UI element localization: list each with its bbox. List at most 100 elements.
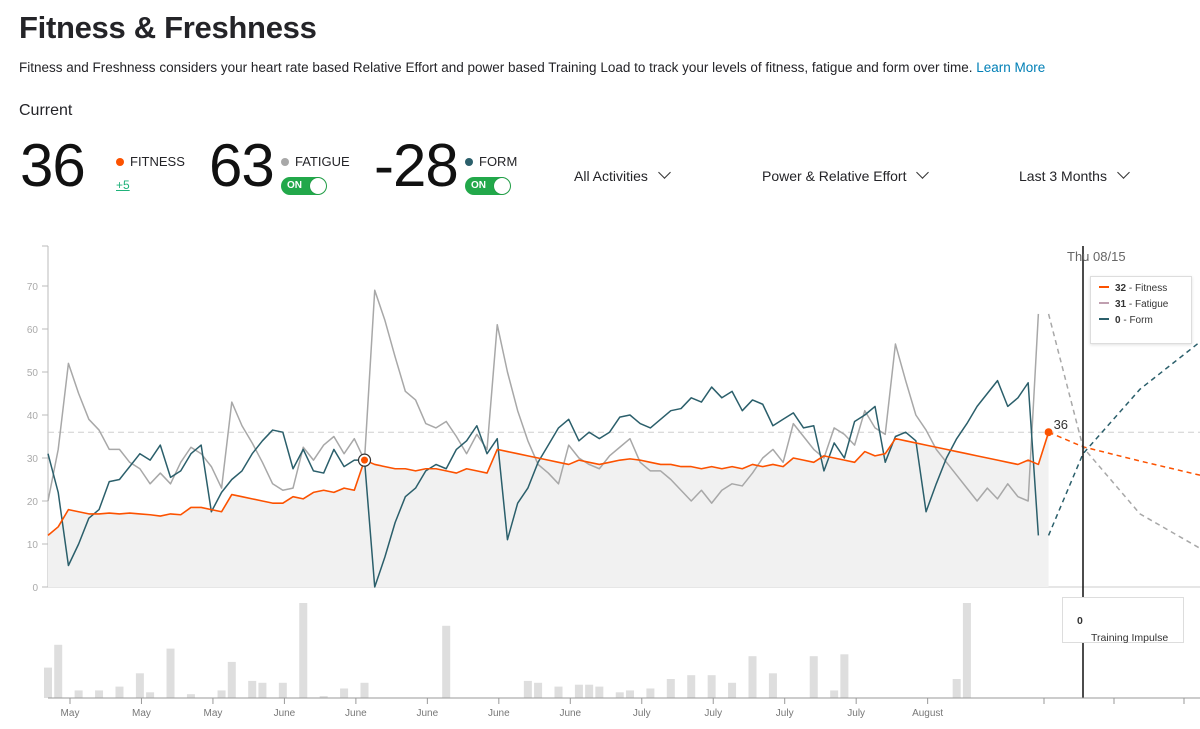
training-impulse-bar xyxy=(95,690,104,698)
legend-form-swatch xyxy=(1099,318,1109,320)
y-tick-label: 70 xyxy=(27,282,39,293)
fitness-delta[interactable]: +5 xyxy=(116,178,130,192)
y-tick-label: 0 xyxy=(32,583,38,594)
y-tick-label: 40 xyxy=(27,411,39,422)
training-impulse-bar xyxy=(687,675,696,698)
fatigue-toggle-text: ON xyxy=(287,180,302,191)
form-dot xyxy=(465,158,473,166)
effort-dropdown-label: Power & Relative Effort xyxy=(762,168,907,184)
activities-dropdown[interactable]: All Activities xyxy=(574,166,671,184)
projection-fatigue-line xyxy=(1047,313,1200,549)
fatigue-label: FATIGUE xyxy=(281,154,350,169)
training-impulse-box: Training Impulse 0 xyxy=(1062,597,1184,644)
training-impulse-bar xyxy=(728,682,737,698)
training-impulse-bar xyxy=(115,686,124,698)
intro-description: Fitness and Freshness considers your hea… xyxy=(19,60,973,75)
training-impulse-bar xyxy=(135,673,144,698)
training-impulse-label: Training Impulse xyxy=(1091,632,1169,644)
x-tick-label: May xyxy=(203,708,222,719)
training-impulse-bar xyxy=(44,667,52,698)
y-tick-label: 20 xyxy=(27,497,39,508)
training-impulse-bar xyxy=(625,690,634,698)
training-impulse-bar xyxy=(595,686,604,698)
x-tick-label: May xyxy=(61,708,80,719)
fitness-freshness-chart[interactable]: 0 10 20 30 40 50 60 70 36 May May May June June June Ju… xyxy=(0,240,1200,729)
x-tick-label: July xyxy=(847,708,865,719)
training-impulse-value: 0 xyxy=(1077,615,1083,627)
series-form-line xyxy=(47,379,1040,588)
training-impulse-bar xyxy=(666,679,675,698)
projection-fitness-line xyxy=(1048,431,1200,476)
fitness-value: 36 xyxy=(20,132,86,199)
training-impulse-bar xyxy=(523,680,532,698)
hover-legend: 32 - Fitness 31 - Fatigue 0 - Form xyxy=(1090,276,1192,344)
training-impulse-bar xyxy=(258,682,267,698)
training-impulse-bar xyxy=(809,656,818,698)
legend-fitness-label: - Fitness xyxy=(1126,283,1168,294)
x-tick-label: June xyxy=(274,708,296,719)
training-impulse-bar xyxy=(146,692,155,698)
fitness-area xyxy=(48,432,1049,587)
form-label-text: FORM xyxy=(479,154,518,169)
x-tick-label: June xyxy=(488,708,510,719)
training-impulse-bar xyxy=(830,690,839,698)
training-impulse-bar xyxy=(554,686,563,698)
training-impulse-bar xyxy=(646,688,655,698)
legend-fitness: 32 - Fitness xyxy=(1099,283,1167,294)
y-tick-label: 30 xyxy=(27,454,39,465)
series-fitness-line xyxy=(47,431,1050,537)
x-tick-label: June xyxy=(559,708,581,719)
fatigue-toggle[interactable]: ON xyxy=(281,177,327,195)
training-impulse-bar xyxy=(952,679,961,698)
range-dropdown-label: Last 3 Months xyxy=(1019,168,1107,184)
fatigue-value: 63 xyxy=(209,132,275,199)
training-impulse-bar xyxy=(278,682,287,698)
training-impulse-bar xyxy=(319,696,328,698)
training-impulse-bar xyxy=(227,661,236,698)
training-impulse-bar xyxy=(217,690,226,698)
chevron-down-icon xyxy=(916,166,930,179)
x-tick-label: July xyxy=(633,708,651,719)
x-tick-label: July xyxy=(776,708,794,719)
training-impulse-bar xyxy=(768,673,777,698)
activities-dropdown-label: All Activities xyxy=(574,168,648,184)
fatigue-dot xyxy=(281,158,289,166)
chevron-down-icon xyxy=(658,166,671,179)
fitness-current-dot xyxy=(1044,428,1053,437)
x-tick-label: August xyxy=(912,708,943,719)
legend-fatigue-label: - Fatigue xyxy=(1126,299,1169,310)
form-toggle-knob xyxy=(494,178,510,194)
hover-date-label: Thu 08/15 xyxy=(1067,249,1126,264)
fitness-dot xyxy=(116,158,124,166)
x-tick-label: June xyxy=(417,708,439,719)
x-tick-label: July xyxy=(704,708,722,719)
form-toggle[interactable]: ON xyxy=(465,177,511,195)
effort-dropdown[interactable]: Power & Relative Effort xyxy=(762,166,930,184)
training-impulse-text: Training Impulse 0 xyxy=(1077,615,1168,644)
current-label: Current xyxy=(19,102,73,119)
training-impulse-bar xyxy=(54,644,63,698)
learn-more-link[interactable]: Learn More xyxy=(976,60,1046,75)
training-impulse-bar xyxy=(574,684,583,698)
training-impulse-bar xyxy=(166,648,175,698)
training-impulse-bar xyxy=(74,690,83,698)
legend-fitness-swatch xyxy=(1099,286,1109,288)
training-impulse-bar xyxy=(299,603,308,698)
training-impulse-bar xyxy=(442,625,451,698)
y-tick-label: 60 xyxy=(27,325,39,336)
form-label: FORM xyxy=(465,154,517,169)
training-impulse-bar xyxy=(248,680,257,698)
y-tick-label: 10 xyxy=(27,540,39,551)
intro-text: Fitness and Freshness considers your hea… xyxy=(19,60,1045,75)
projection-form-line xyxy=(1047,341,1200,536)
range-dropdown[interactable]: Last 3 Months xyxy=(1019,166,1130,184)
x-tick-label: June xyxy=(345,708,367,719)
chevron-down-icon xyxy=(1117,166,1130,179)
legend-form: 0 - Form xyxy=(1099,315,1153,326)
fatigue-toggle-knob xyxy=(310,178,326,194)
training-impulse-bar xyxy=(840,654,849,698)
form-value: -28 xyxy=(374,132,459,199)
training-impulse-bar xyxy=(360,682,369,698)
fitness-label-text: FITNESS xyxy=(130,154,185,169)
legend-form-label: - Form xyxy=(1120,315,1153,326)
